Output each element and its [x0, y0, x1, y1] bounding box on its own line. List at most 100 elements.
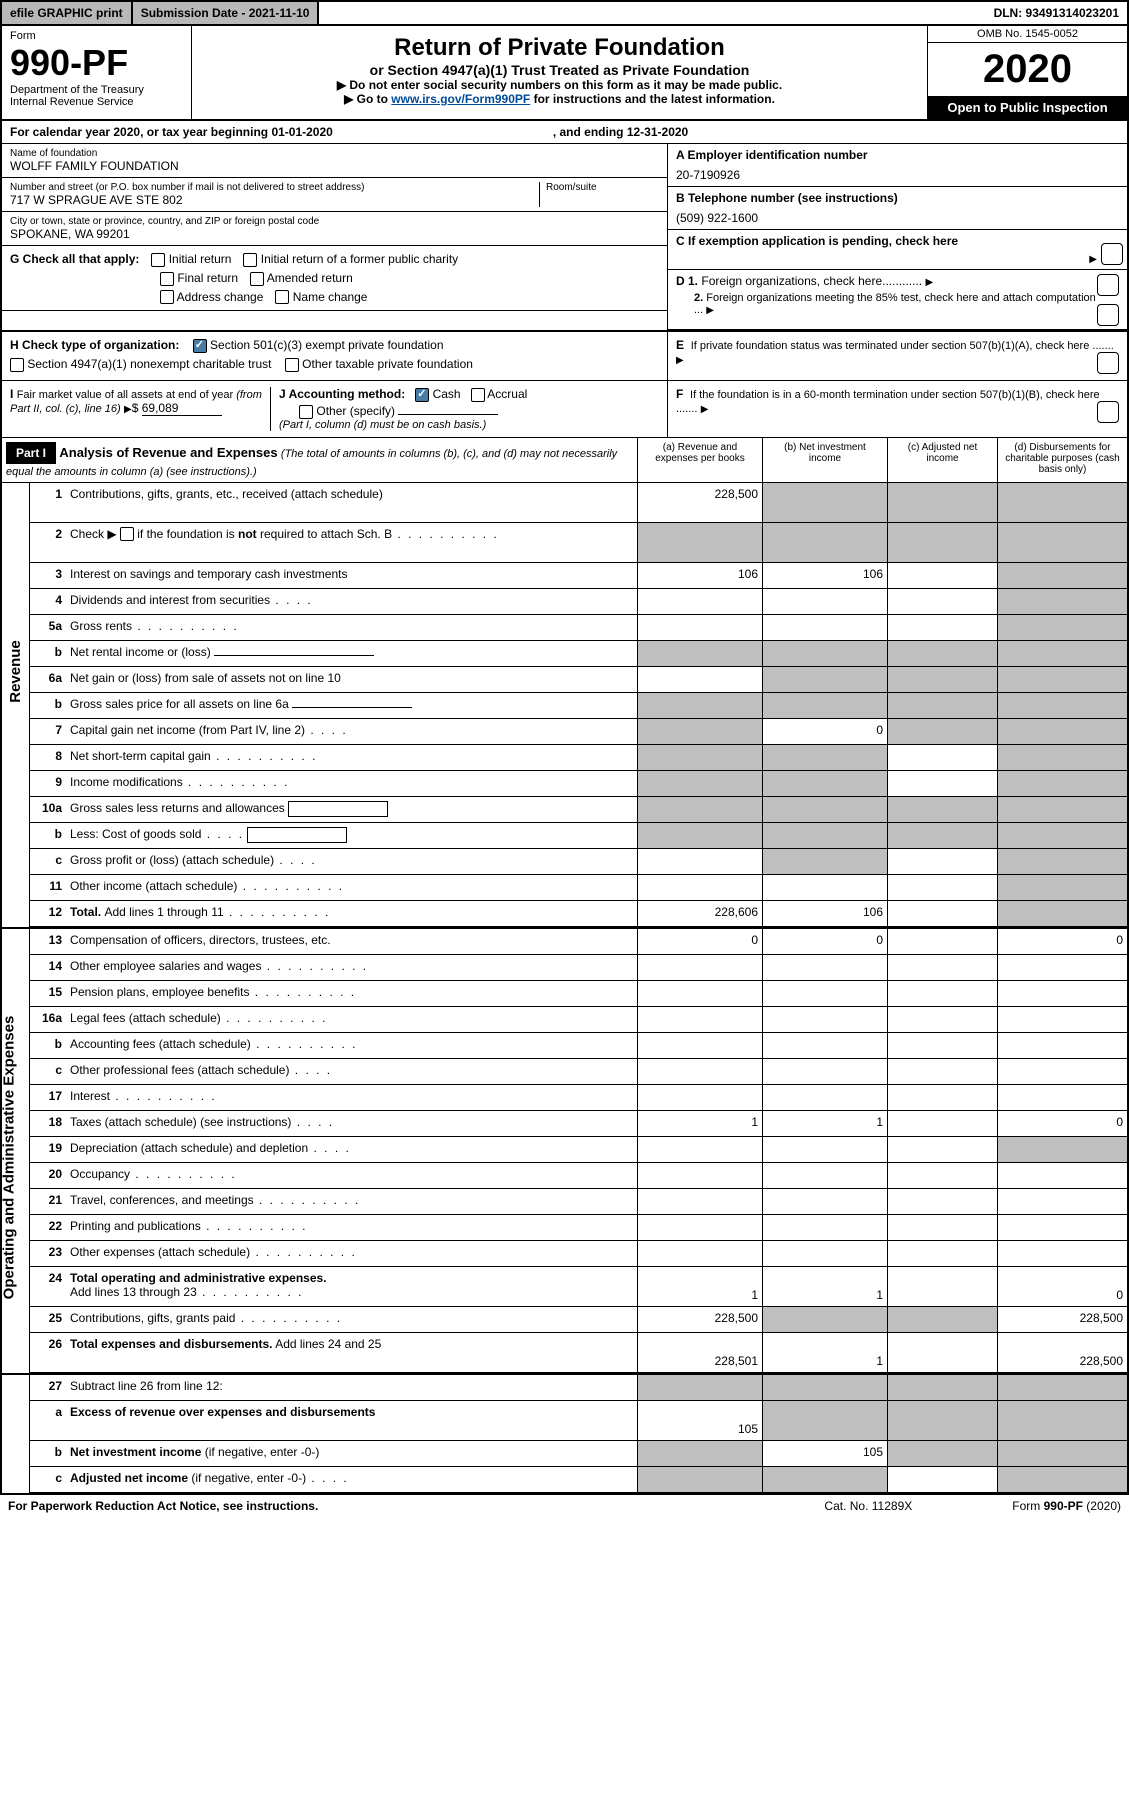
address-label: Number and street (or P.O. box number if…: [10, 182, 539, 193]
other-method-checkbox[interactable]: [299, 405, 313, 419]
d1-label: Foreign organizations, check here.......…: [701, 274, 922, 288]
cash-checkbox[interactable]: [415, 388, 429, 402]
expenses-section: Operating and Administrative Expenses 13…: [0, 929, 1129, 1375]
foundation-name-cell: Name of foundation WOLFF FAMILY FOUNDATI…: [2, 144, 667, 178]
i-label: Fair market value of all assets at end o…: [10, 389, 262, 415]
row-19: 19Depreciation (attach schedule) and dep…: [30, 1137, 1127, 1163]
row-10a: 10aGross sales less returns and allowanc…: [30, 797, 1127, 823]
revenue-section: Revenue 1 Contributions, gifts, grants, …: [0, 483, 1129, 929]
efile-button[interactable]: efile GRAPHIC print: [2, 2, 133, 24]
form-subtitle: or Section 4947(a)(1) Trust Treated as P…: [200, 62, 919, 78]
r1-col-a: 228,500: [637, 483, 762, 522]
room-label: Room/suite: [546, 182, 659, 193]
f-checkbox[interactable]: [1097, 401, 1119, 423]
phone-label: B Telephone number (see instructions): [676, 191, 898, 205]
street-address: 717 W SPRAGUE AVE STE 802: [10, 193, 539, 207]
foundation-name: WOLFF FAMILY FOUNDATION: [10, 159, 659, 173]
501c3-checkbox[interactable]: [193, 339, 207, 353]
form-reference: Form 990-PF (2020): [1012, 1499, 1121, 1513]
row-4: 4Dividends and interest from securities: [30, 589, 1127, 615]
form990pf-link[interactable]: www.irs.gov/Form990PF: [391, 92, 530, 106]
form-title-block: Return of Private Foundation or Section …: [192, 26, 927, 119]
final-return-checkbox[interactable]: [160, 272, 174, 286]
4947-checkbox[interactable]: [10, 358, 24, 372]
row-15: 15Pension plans, employee benefits: [30, 981, 1127, 1007]
revenue-vert-label: Revenue: [2, 483, 30, 927]
name-label: Name of foundation: [10, 148, 659, 159]
top-bar: efile GRAPHIC print Submission Date - 20…: [0, 0, 1129, 26]
f-label: If the foundation is in a 60-month termi…: [676, 389, 1100, 415]
row-16b: bAccounting fees (attach schedule): [30, 1033, 1127, 1059]
row-16a: 16aLegal fees (attach schedule): [30, 1007, 1127, 1033]
row-27a: aExcess of revenue over expenses and dis…: [30, 1401, 1127, 1441]
phone-value: (509) 922-1600: [676, 211, 1119, 225]
h-check-row: H Check type of organization: Section 50…: [0, 332, 1129, 381]
other-taxable-checkbox[interactable]: [285, 358, 299, 372]
e-checkbox[interactable]: [1097, 352, 1119, 374]
row-13: 13Compensation of officers, directors, t…: [30, 929, 1127, 955]
ein-label: A Employer identification number: [676, 148, 868, 162]
arrow-icon: [676, 352, 684, 366]
city-state-zip: SPOKANE, WA 99201: [10, 227, 659, 241]
row-14: 14Other employee salaries and wages: [30, 955, 1127, 981]
accrual-checkbox[interactable]: [471, 388, 485, 402]
row-8: 8Net short-term capital gain: [30, 745, 1127, 771]
name-change-checkbox[interactable]: [275, 290, 289, 304]
phone-cell: B Telephone number (see instructions) (5…: [668, 187, 1127, 230]
arrow-icon: [124, 401, 132, 415]
row-24: 24 Total operating and administrative ex…: [30, 1267, 1127, 1307]
row-3: 3Interest on savings and temporary cash …: [30, 563, 1127, 589]
calendar-year-row: For calendar year 2020, or tax year begi…: [0, 121, 1129, 144]
city-label: City or town, state or province, country…: [10, 216, 659, 227]
ein-cell: A Employer identification number 20-7190…: [668, 144, 1127, 187]
ein-value: 20-7190926: [676, 168, 1119, 182]
g-label: G Check all that apply:: [10, 252, 139, 266]
form-id-block: Form 990-PF Department of the Treasury I…: [2, 26, 192, 119]
entity-info-section: Name of foundation WOLFF FAMILY FOUNDATI…: [0, 144, 1129, 332]
form-word: Form: [10, 30, 183, 42]
amended-return-checkbox[interactable]: [250, 272, 264, 286]
arrow-icon: [925, 274, 933, 288]
row-25: 25Contributions, gifts, grants paid 228,…: [30, 1307, 1127, 1333]
col-a-header: (a) Revenue and expenses per books: [637, 438, 762, 482]
row-26: 26Total expenses and disbursements. Add …: [30, 1333, 1127, 1373]
d1-checkbox[interactable]: [1097, 274, 1119, 296]
row-18: 18Taxes (attach schedule) (see instructi…: [30, 1111, 1127, 1137]
row-20: 20Occupancy: [30, 1163, 1127, 1189]
row-10b: bLess: Cost of goods sold: [30, 823, 1127, 849]
omb-number: OMB No. 1545-0052: [928, 26, 1127, 43]
dept-treasury: Department of the Treasury: [10, 84, 183, 96]
sch-b-checkbox[interactable]: [120, 527, 134, 541]
c-checkbox[interactable]: [1101, 243, 1123, 265]
col-d-header: (d) Disbursements for charitable purpose…: [997, 438, 1127, 482]
d-foreign-cell: D 1. Foreign organizations, check here..…: [668, 270, 1127, 330]
open-to-public: Open to Public Inspection: [928, 96, 1127, 119]
row-9: 9Income modifications: [30, 771, 1127, 797]
part1-header-row: Part I Analysis of Revenue and Expenses …: [0, 438, 1129, 483]
paperwork-notice: For Paperwork Reduction Act Notice, see …: [8, 1499, 318, 1513]
initial-former-checkbox[interactable]: [243, 253, 257, 267]
arrow-icon: [701, 401, 709, 415]
row-22: 22Printing and publications: [30, 1215, 1127, 1241]
row-11: 11Other income (attach schedule): [30, 875, 1127, 901]
d2-checkbox[interactable]: [1097, 304, 1119, 326]
j-note: (Part I, column (d) must be on cash basi…: [279, 419, 659, 431]
row-27b: bNet investment income (if negative, ent…: [30, 1441, 1127, 1467]
tax-year-end: , and ending 12-31-2020: [553, 125, 688, 139]
row-5a: 5aGross rents: [30, 615, 1127, 641]
address-change-checkbox[interactable]: [160, 290, 174, 304]
col-b-header: (b) Net investment income: [762, 438, 887, 482]
address-cell: Number and street (or P.O. box number if…: [2, 178, 667, 212]
row-7: 7Capital gain net income (from Part IV, …: [30, 719, 1127, 745]
row-17: 17Interest: [30, 1085, 1127, 1111]
year-block: OMB No. 1545-0052 2020 Open to Public In…: [927, 26, 1127, 119]
e-label: If private foundation status was termina…: [691, 340, 1114, 352]
c-label: C If exemption application is pending, c…: [676, 234, 958, 248]
irs-label: Internal Revenue Service: [10, 96, 183, 108]
part1-label: Part I: [6, 442, 56, 464]
row-27: 27Subtract line 26 from line 12:: [30, 1375, 1127, 1401]
c-exemption-cell: C If exemption application is pending, c…: [668, 230, 1127, 270]
row-2: 2 Check ▶ if the foundation is not requi…: [30, 523, 1127, 563]
dln-number: DLN: 93491314023201: [986, 2, 1127, 24]
initial-return-checkbox[interactable]: [151, 253, 165, 267]
